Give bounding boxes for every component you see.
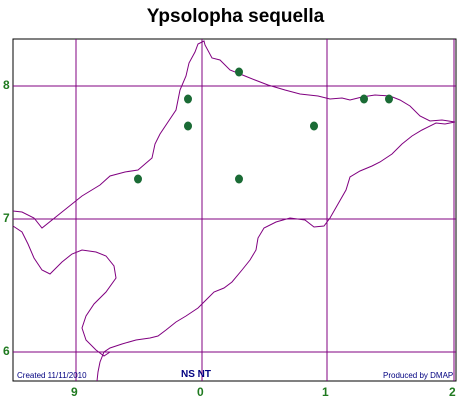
record-dot-icon <box>134 174 142 184</box>
record-dot-icon <box>360 94 368 104</box>
coastline <box>12 40 456 229</box>
x-tick-label: 2 <box>449 385 456 399</box>
created-date: Created 11/11/2010 <box>17 371 87 380</box>
coastline-inner <box>12 225 117 357</box>
y-tick-label: 7 <box>3 211 10 225</box>
grid-square-label: NS NT <box>181 369 211 380</box>
coastline <box>96 121 456 382</box>
record-dots <box>134 67 393 184</box>
record-dot-icon <box>184 94 192 104</box>
producer-credit: Produced by DMAP <box>383 371 454 380</box>
record-dot-icon <box>184 121 192 131</box>
y-tick-label: 8 <box>3 78 10 92</box>
y-tick-label: 6 <box>3 344 10 358</box>
record-dot-icon <box>235 174 243 184</box>
x-tick-label: 0 <box>197 385 204 399</box>
x-tick-label: 9 <box>71 385 78 399</box>
x-tick-label: 1 <box>322 385 329 399</box>
record-dot-icon <box>310 121 318 131</box>
map-title: Ypsolopha sequella <box>146 6 325 27</box>
record-dot-icon <box>235 67 243 77</box>
map-frame <box>12 38 457 382</box>
record-dot-icon <box>385 94 393 104</box>
